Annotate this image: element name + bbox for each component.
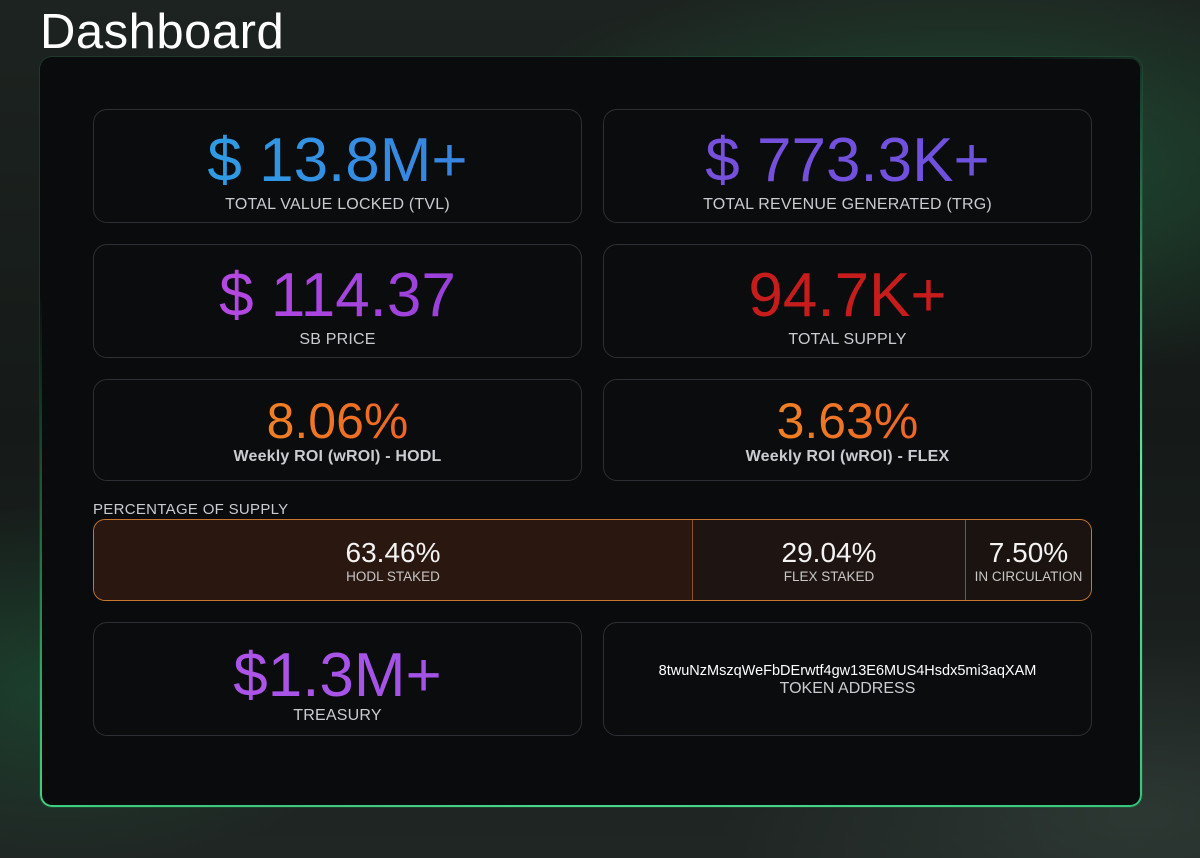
supply-card: 94.7K+ TOTAL SUPPLY — [603, 244, 1092, 358]
tvl-value: $ 13.8M+ — [94, 130, 581, 192]
supply-breakdown-bar: 63.46% HODL STAKED 29.04% FLEX STAKED 7.… — [93, 519, 1092, 601]
supply-value: 94.7K+ — [748, 261, 947, 330]
token-address-card[interactable]: 8twuNzMszqWeFbDErwtf4gw13E6MUS4Hsdx5mi3a… — [603, 622, 1092, 736]
roi-hodl-card: 8.06% Weekly ROI (wROI) - HODL — [93, 379, 582, 481]
supply-segment-pct: 29.04% — [781, 537, 877, 568]
trg-value: $ 773.3K+ — [604, 130, 1091, 192]
supply-segment-circulation: 7.50% IN CIRCULATION — [965, 520, 1091, 600]
price-card: $ 114.37 SB PRICE — [93, 244, 582, 358]
roi-flex-label: Weekly ROI (wROI) - FLEX — [745, 448, 950, 465]
trg-label: TOTAL REVENUE GENERATED (TRG) — [703, 196, 992, 213]
supply-segment-label: FLEX STAKED — [783, 569, 875, 584]
roi-flex-card: 3.63% Weekly ROI (wROI) - FLEX — [603, 379, 1092, 481]
treasury-value: $1.3M+ — [94, 645, 581, 707]
price-value: $ 114.37 — [94, 265, 581, 327]
roi-hodl-label: Weekly ROI (wROI) - HODL — [233, 448, 442, 465]
treasury-card: $1.3M+ TREASURY — [93, 622, 582, 736]
tvl-card: $ 13.8M+ TOTAL VALUE LOCKED (TVL) — [93, 109, 582, 223]
supply-breakdown-title: PERCENTAGE OF SUPPLY — [93, 501, 289, 518]
roi-hodl-value: 8.06% — [94, 396, 581, 446]
supply-segment-flex: 29.04% FLEX STAKED — [692, 520, 965, 600]
tvl-label: TOTAL VALUE LOCKED (TVL) — [225, 196, 450, 213]
supply-segment-pct: 7.50% — [988, 537, 1069, 568]
price-label: SB PRICE — [299, 331, 376, 348]
treasury-label: TREASURY — [293, 707, 382, 724]
supply-segment-pct: 63.46% — [345, 537, 441, 568]
supply-segment-label: HODL STAKED — [346, 569, 440, 584]
supply-segment-hodl: 63.46% HODL STAKED — [94, 520, 692, 600]
token-address-label: TOKEN ADDRESS — [779, 680, 916, 697]
supply-label: TOTAL SUPPLY — [788, 331, 907, 348]
trg-card: $ 773.3K+ TOTAL REVENUE GENERATED (TRG) — [603, 109, 1092, 223]
supply-segment-label: IN CIRCULATION — [974, 569, 1083, 584]
token-address-value[interactable]: 8twuNzMszqWeFbDErwtf4gw13E6MUS4Hsdx5mi3a… — [658, 663, 1037, 679]
roi-flex-value: 3.63% — [604, 396, 1091, 446]
page-title: Dashboard — [40, 5, 285, 59]
